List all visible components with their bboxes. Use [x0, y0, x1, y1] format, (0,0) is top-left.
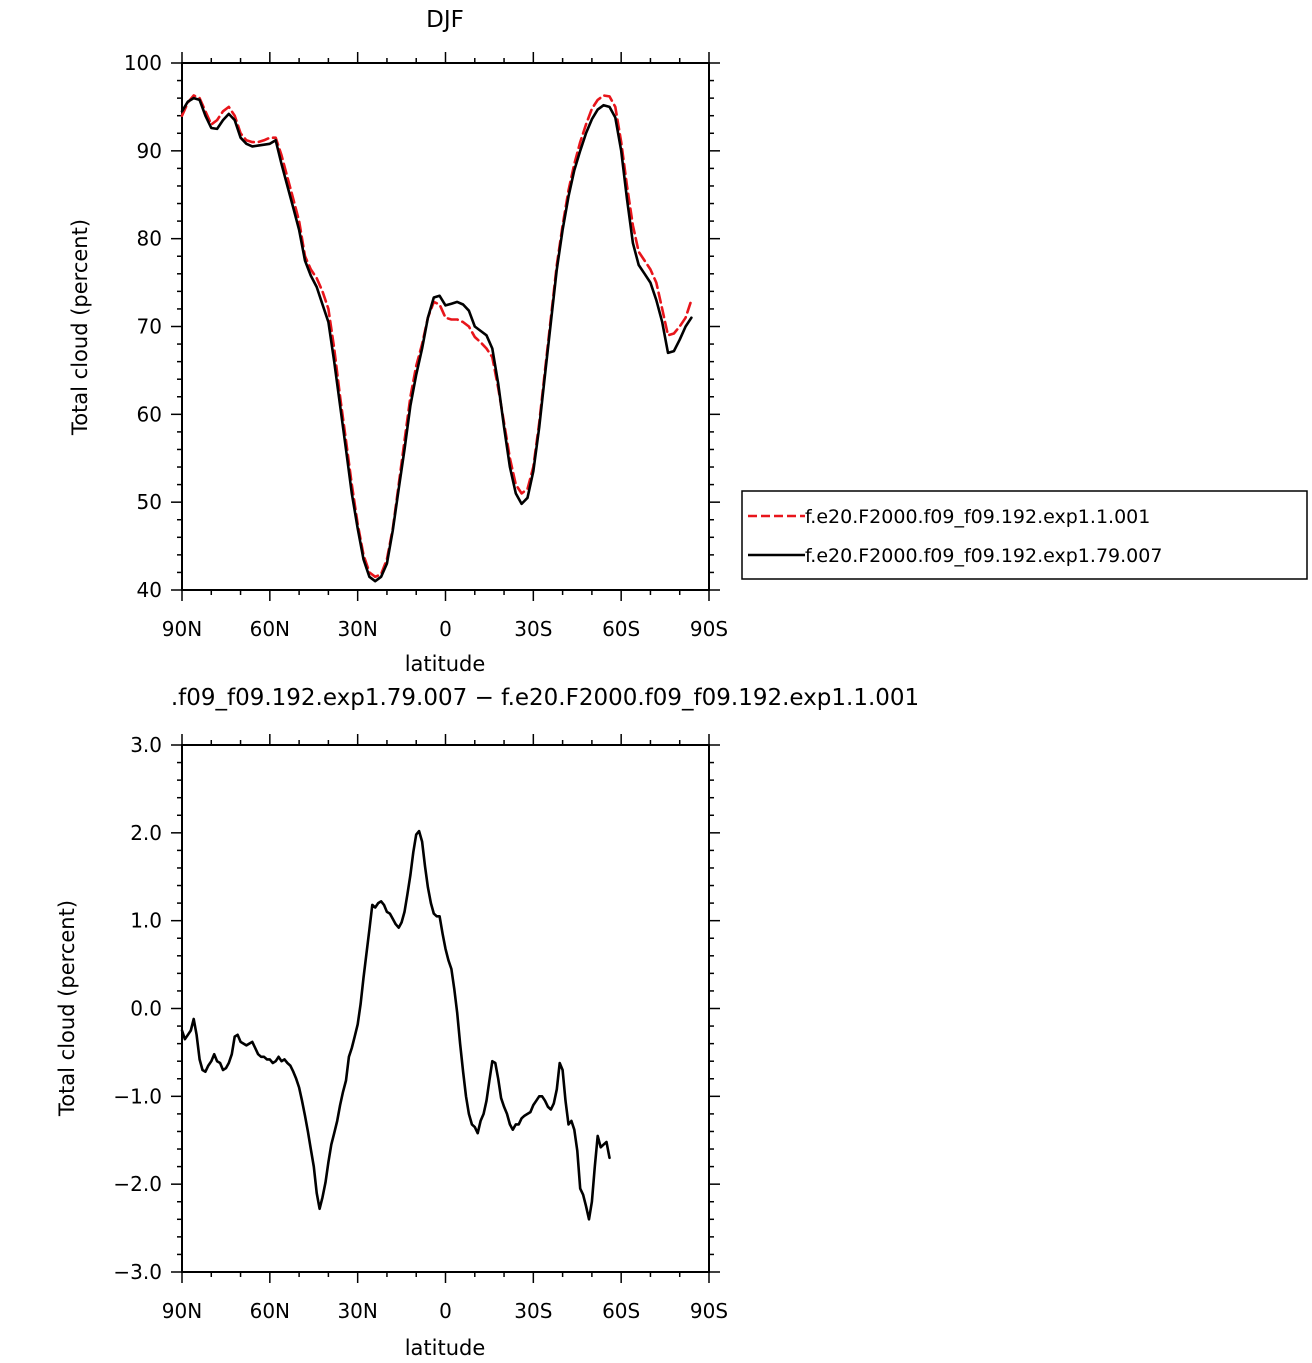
y-tick-label: 50: [137, 490, 162, 514]
bottom-x-axis-title: latitude: [405, 1336, 486, 1360]
y-tick-label: 80: [137, 227, 162, 251]
top-y-axis-title: Total cloud (percent): [68, 219, 92, 436]
x-tick-label: 30N: [337, 617, 377, 641]
legend-label-series-2: f.e20.F2000.f09_f09.192.exp1.79.007: [805, 545, 1162, 567]
x-tick-label: 30S: [514, 1299, 552, 1323]
y-tick-label: 0.0: [130, 997, 162, 1021]
legend-label-series-1: f.e20.F2000.f09_f09.192.exp1.1.001: [805, 506, 1150, 528]
top-y-tick-labels: 100 90 80 70 60 50 40: [124, 51, 162, 602]
bottom-axis-ticks: [171, 734, 720, 1283]
x-tick-label: 60S: [602, 1299, 640, 1323]
bottom-x-tick-labels: 90N 60N 30N 0 30S 60S 90S: [162, 1299, 728, 1323]
bottom-chart-title: .f09_f09.192.exp1.79.007 − f.e20.F2000.f…: [171, 685, 919, 711]
bottom-series-lines: [180, 829, 611, 1221]
x-tick-label: 60N: [250, 1299, 290, 1323]
y-tick-label: 40: [137, 578, 162, 602]
x-tick-label: 30N: [337, 1299, 377, 1323]
y-tick-label: −1.0: [113, 1084, 162, 1108]
top-series-line-2: [180, 96, 693, 583]
top-axis-ticks: [171, 52, 720, 601]
top-x-axis-title: latitude: [405, 652, 486, 676]
bottom-panel: .f09_f09.192.exp1.79.007 − f.e20.F2000.f…: [55, 685, 919, 1360]
x-tick-label: 90S: [690, 1299, 728, 1323]
legend: f.e20.F2000.f09_f09.192.exp1.1.001 f.e20…: [741, 490, 1308, 580]
bottom-series-line-1: [180, 829, 611, 1221]
top-x-tick-labels: 90N 60N 30N 0 30S 60S 90S: [162, 617, 728, 641]
y-tick-label: 100: [124, 51, 162, 75]
y-tick-label: 2.0: [130, 821, 162, 845]
x-tick-label: 90N: [162, 617, 202, 641]
x-tick-label: 60N: [250, 617, 290, 641]
bottom-y-tick-labels: 3.0 2.0 1.0 0.0 −1.0 −2.0 −3.0: [113, 733, 162, 1284]
x-tick-label: 90S: [690, 617, 728, 641]
y-tick-label: −3.0: [113, 1260, 162, 1284]
y-tick-label: 70: [137, 315, 162, 339]
bottom-y-axis-title: Total cloud (percent): [55, 900, 79, 1117]
top-series-line-1: [180, 94, 693, 579]
y-tick-label: 90: [137, 139, 162, 163]
y-tick-label: 60: [137, 402, 162, 426]
x-tick-label: 0: [439, 617, 452, 641]
y-tick-label: 1.0: [130, 909, 162, 933]
y-tick-label: −2.0: [113, 1172, 162, 1196]
legend-frame: [741, 490, 1308, 580]
bottom-plot-frame: [181, 744, 710, 1273]
y-tick-label: 3.0: [130, 733, 162, 757]
top-chart-title: DJF: [426, 7, 464, 33]
x-tick-label: 30S: [514, 617, 552, 641]
x-tick-label: 90N: [162, 1299, 202, 1323]
x-tick-label: 0: [439, 1299, 452, 1323]
x-tick-label: 60S: [602, 617, 640, 641]
top-series-lines: [180, 94, 693, 583]
